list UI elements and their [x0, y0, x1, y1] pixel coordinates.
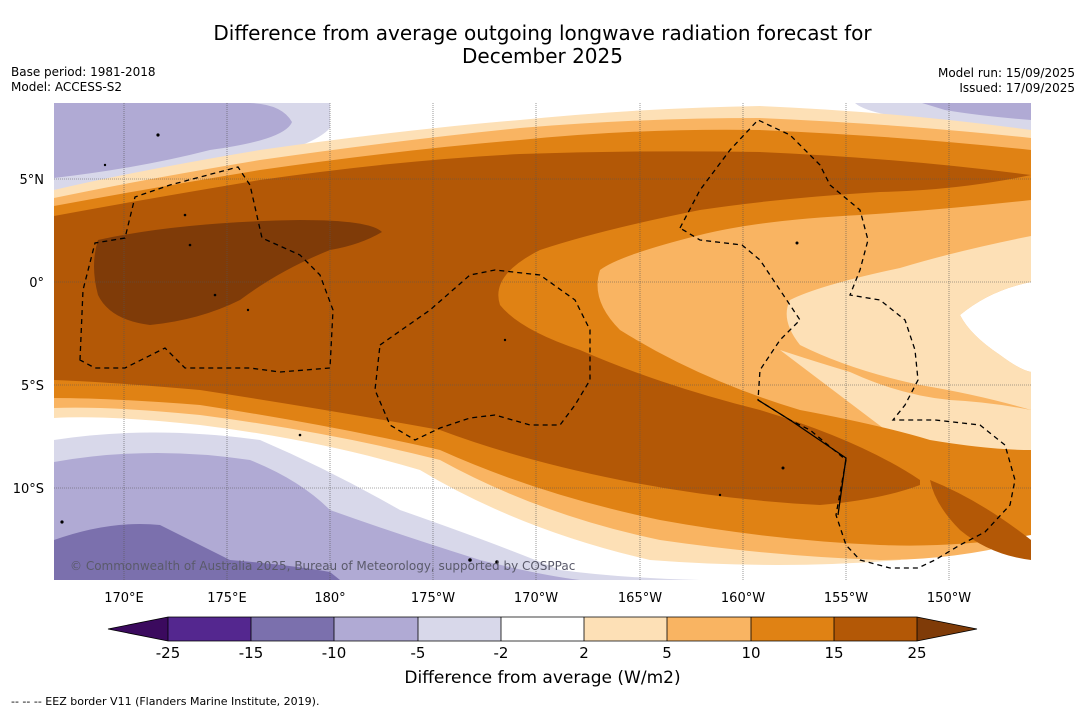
model-run: Model run: 15/09/2025 [937, 66, 1075, 80]
colorbar-tick: 10 [741, 644, 760, 662]
lon-label-175w: 175°W [411, 591, 455, 606]
colorbar: -25 -15 -10 -5 -2 2 5 10 15 25 [107, 616, 978, 662]
lon-label-150w: 150°W [927, 591, 971, 606]
colorbar-swatch--25--15 [168, 617, 251, 641]
lon-label-180: 180° [314, 591, 345, 606]
colorbar-tick: 15 [824, 644, 843, 662]
colorbar-tick: 25 [907, 644, 926, 662]
graticule [54, 103, 1031, 580]
lon-label-165w: 165°W [618, 591, 662, 606]
colorbar-swatch--5--2 [418, 617, 501, 641]
copyright-notice: © Commonwealth of Australia 2025, Bureau… [70, 559, 575, 573]
map-title: Difference from average outgoing longwav… [0, 22, 1085, 68]
issued-date: Issued: 17/09/2025 [959, 81, 1075, 95]
east-neutral-patch [960, 282, 1031, 372]
metadata-left: Base period: 1981-2018 Model: ACCESS-S2 [11, 65, 156, 95]
eez-tokelau [374, 269, 591, 441]
islands [60, 133, 799, 564]
colorbar-tick: -25 [156, 644, 181, 662]
colorbar-swatch-10-15 [751, 617, 834, 641]
lat-label-10s: 10°S [13, 482, 44, 497]
title-line-1: Difference from average outgoing longwav… [213, 21, 872, 45]
colorbar-swatch--2-2 [501, 617, 584, 641]
eez-borders [79, 119, 1016, 569]
longitude-labels: 170°E 175°E 180° 175°W 170°W 165°W 160°W… [104, 591, 971, 606]
colorbar-ticks: -25 -15 -10 -5 -2 2 5 10 15 25 [156, 644, 927, 662]
lon-label-155w: 155°W [824, 591, 868, 606]
eez-legend-footnote: -- -- -- EEZ border V11 (Flanders Marine… [11, 695, 320, 708]
metadata-right: Model run: 15/09/2025 Issued: 17/09/2025 [938, 66, 1075, 96]
eez-cook-islands [679, 119, 1016, 569]
colorbar-swatch-2-5 [584, 617, 667, 641]
lon-label-175e: 175°E [207, 591, 247, 606]
eez-tuvalu [79, 166, 334, 373]
colorbar-extend-high [917, 617, 977, 641]
colorbar-dividers [167, 617, 918, 641]
title-line-2: December 2025 [462, 44, 623, 68]
colorbar-tick: -2 [494, 644, 509, 662]
lon-label-170w: 170°W [514, 591, 558, 606]
lat-label-5s: 5°S [21, 379, 44, 394]
contour-fields: © Commonwealth of Australia 2025, Bureau… [54, 103, 1031, 580]
colorbar-tick: 5 [662, 644, 672, 662]
colorbar-tick: -10 [322, 644, 347, 662]
eez-solid-segments [757, 399, 847, 516]
latitude-labels: 5°N 0° 5°S 10°S [13, 173, 44, 497]
colorbar-tick: -15 [239, 644, 264, 662]
colorbar-tick: 2 [579, 644, 589, 662]
lat-label-0: 0° [29, 276, 44, 291]
base-period: Base period: 1981-2018 [11, 65, 156, 79]
colorbar-swatch-5-10 [667, 617, 751, 641]
north-west-lilac [54, 103, 292, 178]
lat-label-5n: 5°N [20, 173, 45, 188]
lon-label-160w: 160°W [721, 591, 765, 606]
colorbar-swatch--15--10 [251, 617, 334, 641]
east-light-orange [786, 236, 1031, 410]
colorbar-tick: -5 [411, 644, 426, 662]
colorbar-swatch--10--5 [334, 617, 418, 641]
colorbar-title: Difference from average (W/m2) [404, 668, 681, 688]
band-gt-25 [94, 220, 382, 325]
colorbar-swatch-15-25 [834, 617, 917, 641]
lon-label-170e: 170°E [104, 591, 144, 606]
model-name: Model: ACCESS-S2 [11, 80, 123, 94]
band-15-25-east [930, 480, 1031, 560]
colorbar-extend-low [108, 617, 168, 641]
south-lilac-dark [54, 524, 340, 580]
